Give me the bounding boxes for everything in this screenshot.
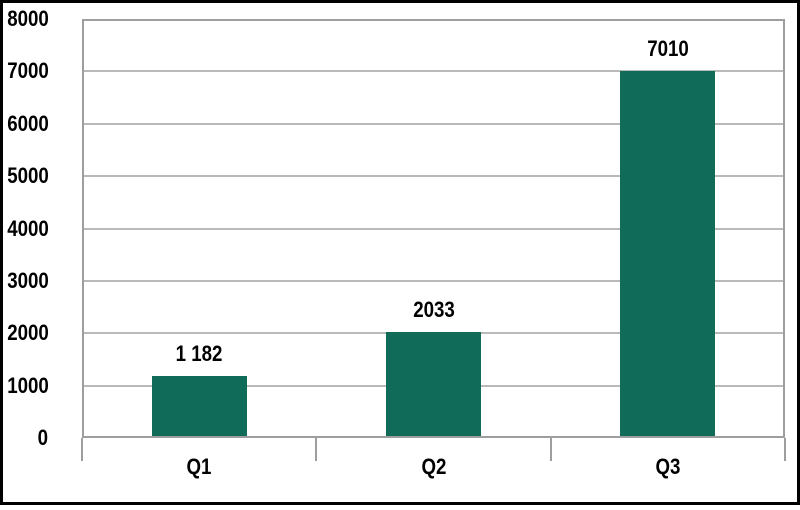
plot-area: [82, 19, 785, 438]
y-tick-label: 3000: [7, 267, 49, 293]
y-tick-label: 8000: [7, 6, 49, 31]
y-tick-label: 6000: [7, 110, 49, 136]
y-tick-label: 0: [37, 425, 48, 450]
bar-q1: [151, 376, 247, 436]
bar-value-label: 1 182: [175, 341, 223, 367]
y-tick-label: 7000: [7, 58, 49, 84]
bar-q2: [386, 331, 481, 436]
y-tick-label: 4000: [7, 215, 49, 241]
x-category-label: Q2: [421, 454, 446, 479]
bar-q3: [620, 70, 716, 436]
x-category-label: Q1: [186, 454, 212, 479]
y-tick-label: 5000: [7, 163, 49, 189]
axis-tick: [315, 438, 318, 461]
axis-tick: [549, 438, 552, 461]
x-category-label: Q3: [655, 454, 681, 479]
bar-value-label: 7010: [647, 35, 689, 61]
axis-tick: [81, 438, 83, 461]
bar-value-label: 2033: [412, 296, 455, 322]
y-tick-label: 1000: [7, 372, 49, 398]
axis-tick: [784, 438, 786, 461]
y-tick-label: 2000: [7, 320, 49, 346]
